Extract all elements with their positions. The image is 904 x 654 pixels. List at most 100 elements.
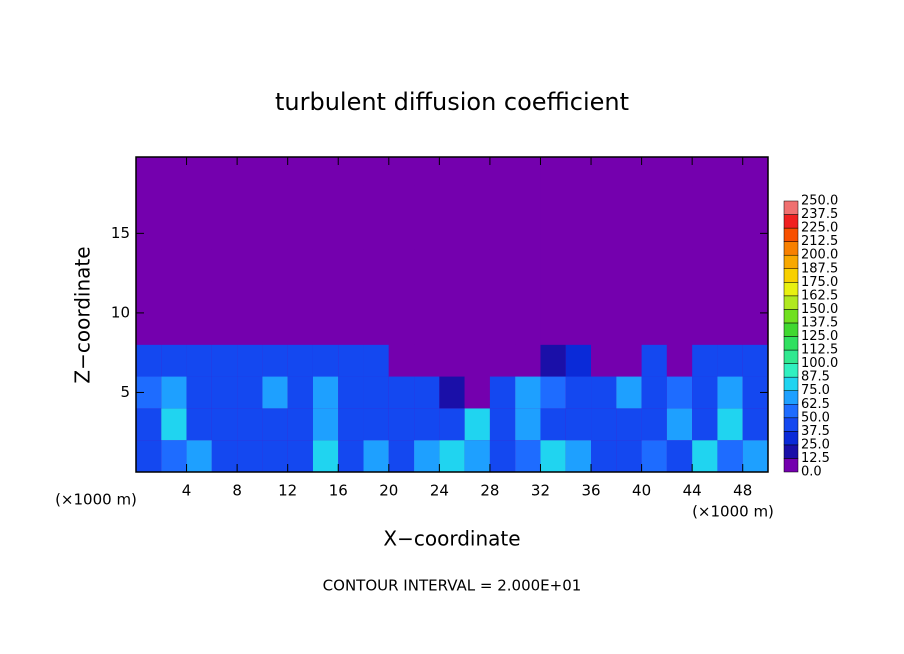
cell (641, 312, 667, 345)
cell (363, 376, 389, 409)
cell (338, 217, 364, 250)
cell (591, 312, 617, 345)
cell (237, 344, 263, 377)
cell (186, 440, 212, 472)
cell (312, 312, 339, 345)
colorbar-label: 25.0 (801, 437, 830, 452)
cell (666, 344, 693, 377)
cell (439, 281, 465, 313)
cell (515, 376, 541, 409)
cell (287, 249, 313, 282)
cell (439, 157, 465, 186)
cell (641, 440, 667, 472)
cell (616, 249, 642, 282)
cell (363, 157, 389, 186)
cell (363, 249, 389, 282)
colorbar-swatch (783, 336, 799, 351)
cell (262, 157, 288, 186)
y-unit: (×1000 m) (55, 491, 137, 509)
cell (237, 408, 263, 441)
cell (742, 185, 768, 218)
cell (565, 312, 592, 345)
cell (287, 408, 313, 441)
cell (161, 440, 187, 472)
cell (616, 312, 642, 345)
cell (211, 281, 238, 313)
cell (338, 185, 364, 218)
cell (489, 344, 516, 377)
cell (237, 249, 263, 282)
colorbar-swatch (783, 458, 799, 473)
cell (717, 376, 743, 409)
y-tick-label: 10 (111, 303, 130, 321)
cell (388, 185, 415, 218)
cell (489, 249, 516, 282)
cell (591, 408, 617, 441)
colorbar-swatch (783, 214, 799, 229)
cell (565, 440, 592, 472)
cell (641, 408, 667, 441)
cell (136, 281, 162, 313)
x-tick-label: 32 (531, 482, 550, 500)
cell (666, 185, 693, 218)
colorbar-label: 237.5 (801, 207, 838, 222)
cell (616, 376, 642, 409)
x-tick-label: 20 (379, 482, 398, 500)
colorbar-label: 37.5 (801, 424, 830, 439)
cell (692, 185, 718, 218)
cell (742, 344, 768, 377)
cell (692, 440, 718, 472)
x-axis-label: X−coordinate (383, 527, 520, 551)
colorbar-swatch (783, 200, 799, 215)
cell (641, 185, 667, 218)
cell (186, 408, 212, 441)
cell (363, 408, 389, 441)
colorbar-label: 100.0 (801, 356, 838, 371)
chart-title: turbulent diffusion coefficient (275, 88, 629, 116)
cell (616, 344, 642, 377)
cell (338, 281, 364, 313)
colorbar-swatch (783, 309, 799, 324)
cell (540, 344, 566, 377)
plot-frame (135, 156, 769, 473)
cell (565, 376, 592, 409)
cell (262, 312, 288, 345)
cell (262, 185, 288, 218)
cell (414, 217, 440, 250)
cell (414, 312, 440, 345)
cell (641, 157, 667, 186)
colorbar-swatch (783, 295, 799, 310)
cell (641, 376, 667, 409)
cell (717, 408, 743, 441)
cell (742, 157, 768, 186)
cell (312, 157, 339, 186)
colorbar-swatch (783, 254, 799, 269)
colorbar-label: 75.0 (801, 383, 830, 398)
cell (565, 344, 592, 377)
cell (591, 217, 617, 250)
cell (414, 408, 440, 441)
colorbar-label: 212.5 (801, 234, 838, 249)
cell (388, 312, 415, 345)
cell (641, 344, 667, 377)
cell (388, 344, 415, 377)
cell (414, 281, 440, 313)
colorbar-swatch (783, 227, 799, 242)
cell (237, 312, 263, 345)
cell (287, 376, 313, 409)
cell (565, 157, 592, 186)
cell (692, 344, 718, 377)
cell (692, 376, 718, 409)
cell (388, 440, 415, 472)
cell (186, 249, 212, 282)
cell (363, 440, 389, 472)
cell (439, 185, 465, 218)
cell (312, 185, 339, 218)
cell (262, 281, 288, 313)
cell (287, 217, 313, 250)
cell (211, 249, 238, 282)
cell (565, 249, 592, 282)
cell (338, 376, 364, 409)
x-unit: (×1000 m) (692, 503, 774, 521)
cell (692, 312, 718, 345)
